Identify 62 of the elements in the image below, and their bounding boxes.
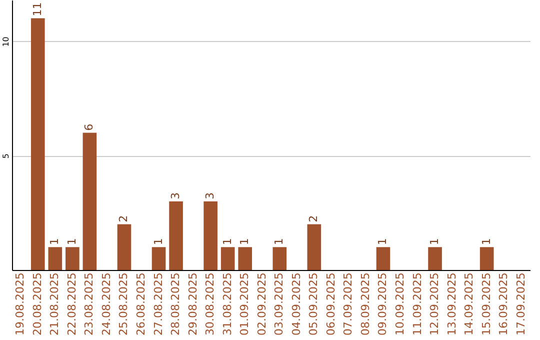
bar (204, 201, 218, 270)
bar (48, 247, 62, 270)
x-tick-label: 28.08.2025 (169, 272, 182, 336)
y-tick-label: 5 (2, 154, 10, 159)
x-tick-label: 01.09.2025 (238, 272, 252, 336)
data-label: 1 (65, 238, 78, 246)
x-tick-label: 31.08.2025 (220, 272, 234, 336)
x-tick-label: 25.08.2025 (117, 272, 130, 336)
x-tick-label: 13.09.2025 (445, 272, 458, 336)
bar (169, 201, 183, 270)
x-tick-label: 23.08.2025 (82, 272, 96, 336)
x-tick-label: 12.09.2025 (428, 272, 442, 336)
x-tick-label: 14.09.2025 (462, 272, 476, 336)
data-label: 1 (238, 238, 252, 246)
x-tick-label: 10.09.2025 (394, 272, 406, 336)
x-tick-label: 05.09.2025 (307, 272, 320, 336)
x-tick-label: 30.08.2025 (204, 272, 217, 336)
x-tick-label: 20.08.2025 (30, 272, 44, 336)
x-tick-label: 17.09.2025 (514, 272, 528, 336)
bar (220, 247, 235, 270)
x-tick-label: 27.08.2025 (152, 272, 165, 336)
data-label: 2 (117, 215, 130, 222)
x-tick-label: 08.09.2025 (358, 272, 372, 336)
data-label: 11 (30, 2, 44, 16)
x-tick-label: 19.08.2025 (14, 272, 27, 336)
bar (376, 247, 390, 270)
x-tick-label: 16.09.2025 (497, 272, 510, 336)
x-tick-label: 07.09.2025 (342, 272, 355, 336)
bar (117, 224, 132, 270)
x-tick-label: 02.09.2025 (255, 272, 268, 336)
bar (82, 132, 97, 270)
data-label: 1 (152, 238, 165, 246)
data-label: 2 (307, 215, 320, 222)
x-tick-label: 03.09.2025 (272, 272, 286, 336)
bar (307, 224, 322, 270)
bar (152, 247, 166, 270)
bar (30, 18, 45, 270)
x-tick-label: 11.09.2025 (410, 272, 424, 336)
x-tick-label: 04.09.2025 (290, 272, 303, 336)
x-tick-label: 26.08.2025 (134, 272, 148, 336)
x-tick-label: 06.09.2025 (324, 272, 338, 336)
x-tick-label: 09.09.2025 (376, 272, 390, 336)
bar (238, 247, 252, 270)
data-label: 1 (376, 238, 390, 246)
x-tick-label: 29.08.2025 (186, 272, 200, 336)
x-tick-label: 22.08.2025 (65, 272, 78, 336)
y-tick-label: 10 (2, 36, 10, 47)
x-tick-label: 15.09.2025 (480, 272, 493, 336)
bar (428, 247, 442, 270)
x-tick-label: 21.08.2025 (48, 272, 62, 336)
data-label: 1 (272, 238, 286, 246)
x-tick-label: 24.08.2025 (100, 272, 113, 336)
data-label: 6 (82, 124, 96, 131)
bar (272, 247, 287, 270)
bar (66, 247, 80, 270)
data-label: 1 (220, 238, 234, 246)
data-label: 1 (428, 238, 442, 246)
data-label: 3 (169, 192, 182, 200)
bar (480, 247, 494, 270)
data-label: 1 (48, 238, 62, 246)
data-label: 1 (480, 238, 493, 246)
data-label: 3 (204, 192, 217, 200)
